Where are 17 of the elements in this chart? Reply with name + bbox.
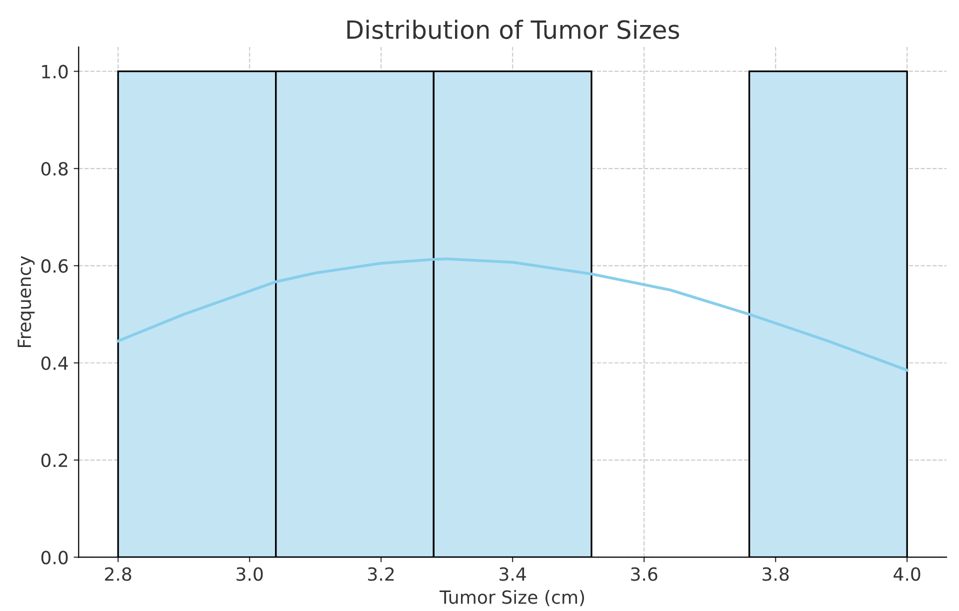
x-tick-label: 3.4 — [500, 567, 526, 581]
y-tick-label: 0.8 — [41, 162, 68, 176]
chart-title: Distribution of Tumor Sizes — [347, 20, 680, 40]
x-axis-title: Tumor Size (cm) — [440, 590, 584, 606]
y-tick-label: 0.2 — [41, 454, 68, 468]
y-tick-label: 0.0 — [41, 550, 68, 564]
x-tick-label: 3.2 — [368, 567, 394, 581]
x-tick-label: 3.8 — [762, 567, 789, 581]
y-tick-label: 0.6 — [41, 259, 68, 273]
x-tick-label: 2.8 — [105, 567, 132, 581]
y-tick-label: 0.4 — [41, 356, 68, 370]
x-tick-label: 3.0 — [236, 567, 263, 581]
x-tick-label: 4.0 — [894, 567, 920, 581]
y-axis-title: Frequency — [18, 256, 35, 348]
x-tick-label: 3.6 — [631, 567, 658, 581]
line-series — [116, 258, 908, 372]
y-tick-label: 1.0 — [42, 64, 68, 78]
